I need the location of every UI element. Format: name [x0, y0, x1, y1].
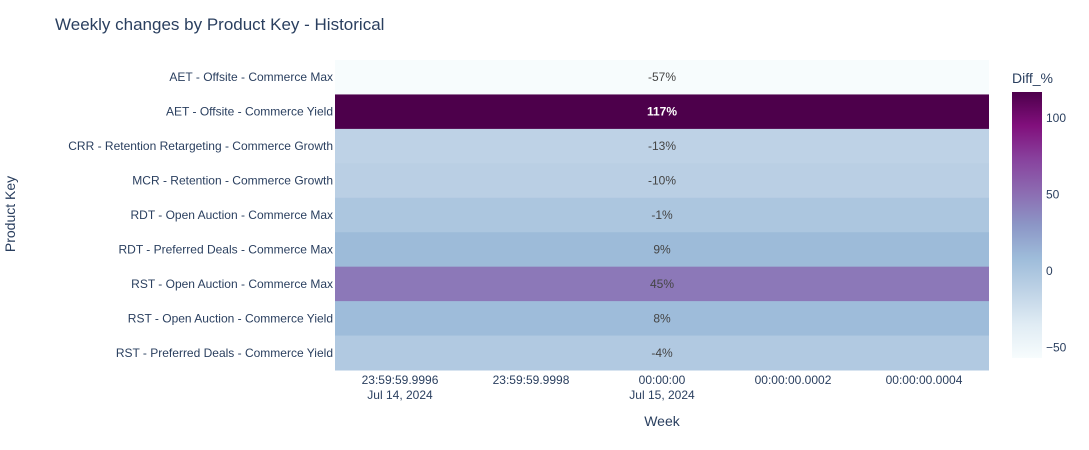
- colorbar-title: Diff_%: [1012, 70, 1053, 86]
- y-tick-label: AET - Offsite - Commerce Yield: [166, 105, 333, 119]
- x-tick-label: 00:00:00.0004: [886, 373, 963, 387]
- heatmap-cell: [335, 94, 989, 130]
- cell-value-label: -1%: [651, 208, 673, 222]
- x-tick-label: 00:00:00: [639, 373, 686, 387]
- cell-labels: -57% 117% -13% -10% -1% 9% 45% 8% -4%: [647, 70, 677, 360]
- chart-title: Weekly changes by Product Key - Historic…: [55, 15, 384, 34]
- heatmap-cell: [335, 197, 989, 233]
- colorbar-tick-label: 0: [1046, 264, 1053, 278]
- heatmap-cell: [335, 128, 989, 164]
- cell-value-label: -4%: [651, 346, 673, 360]
- cell-value-label: 9%: [653, 242, 671, 256]
- cell-value-label: -57%: [648, 70, 676, 84]
- cell-value-label: -10%: [648, 174, 676, 188]
- y-axis-ticks: AET - Offsite - Commerce Max AET - Offsit…: [68, 70, 333, 360]
- heatmap-cell: [335, 232, 989, 268]
- x-tick-date-label: Jul 15, 2024: [629, 388, 695, 402]
- colorbar: [1012, 92, 1042, 358]
- y-tick-label: RST - Open Auction - Commerce Max: [131, 277, 333, 291]
- heatmap-cells: [335, 60, 989, 371]
- colorbar-ticks: 100 50 0 −50: [1046, 111, 1067, 354]
- colorbar-tick-label: 50: [1046, 187, 1060, 201]
- heatmap-cell: [335, 60, 989, 95]
- y-tick-label: RDT - Open Auction - Commerce Max: [130, 208, 333, 222]
- y-axis-title: Product Key: [2, 176, 18, 252]
- x-tick-label: 23:59:59.9998: [493, 373, 570, 387]
- colorbar-tick-label: 100: [1046, 111, 1066, 125]
- cell-value-label: 8%: [653, 311, 671, 325]
- x-tick-label: 00:00:00.0002: [755, 373, 832, 387]
- heatmap-cell: [335, 335, 989, 371]
- y-tick-label: RST - Open Auction - Commerce Yield: [128, 311, 333, 325]
- y-tick-label: RST - Preferred Deals - Commerce Yield: [116, 346, 333, 360]
- cell-value-label: 45%: [650, 277, 674, 291]
- x-axis-title: Week: [644, 413, 681, 429]
- y-tick-label: MCR - Retention - Commerce Growth: [132, 174, 333, 188]
- colorbar-tick-label: −50: [1046, 340, 1067, 354]
- cell-value-label: 117%: [647, 105, 677, 119]
- y-tick-label: RDT - Preferred Deals - Commerce Max: [119, 242, 334, 256]
- y-tick-label: CRR - Retention Retargeting - Commerce G…: [68, 139, 333, 153]
- heatmap-cell: [335, 163, 989, 199]
- y-tick-label: AET - Offsite - Commerce Max: [169, 70, 333, 84]
- heatmap-cell: [335, 266, 989, 302]
- cell-value-label: -13%: [648, 139, 676, 153]
- heatmap-cell: [335, 301, 989, 337]
- x-tick-label: 23:59:59.9996: [362, 373, 439, 387]
- x-tick-date-label: Jul 14, 2024: [367, 388, 433, 402]
